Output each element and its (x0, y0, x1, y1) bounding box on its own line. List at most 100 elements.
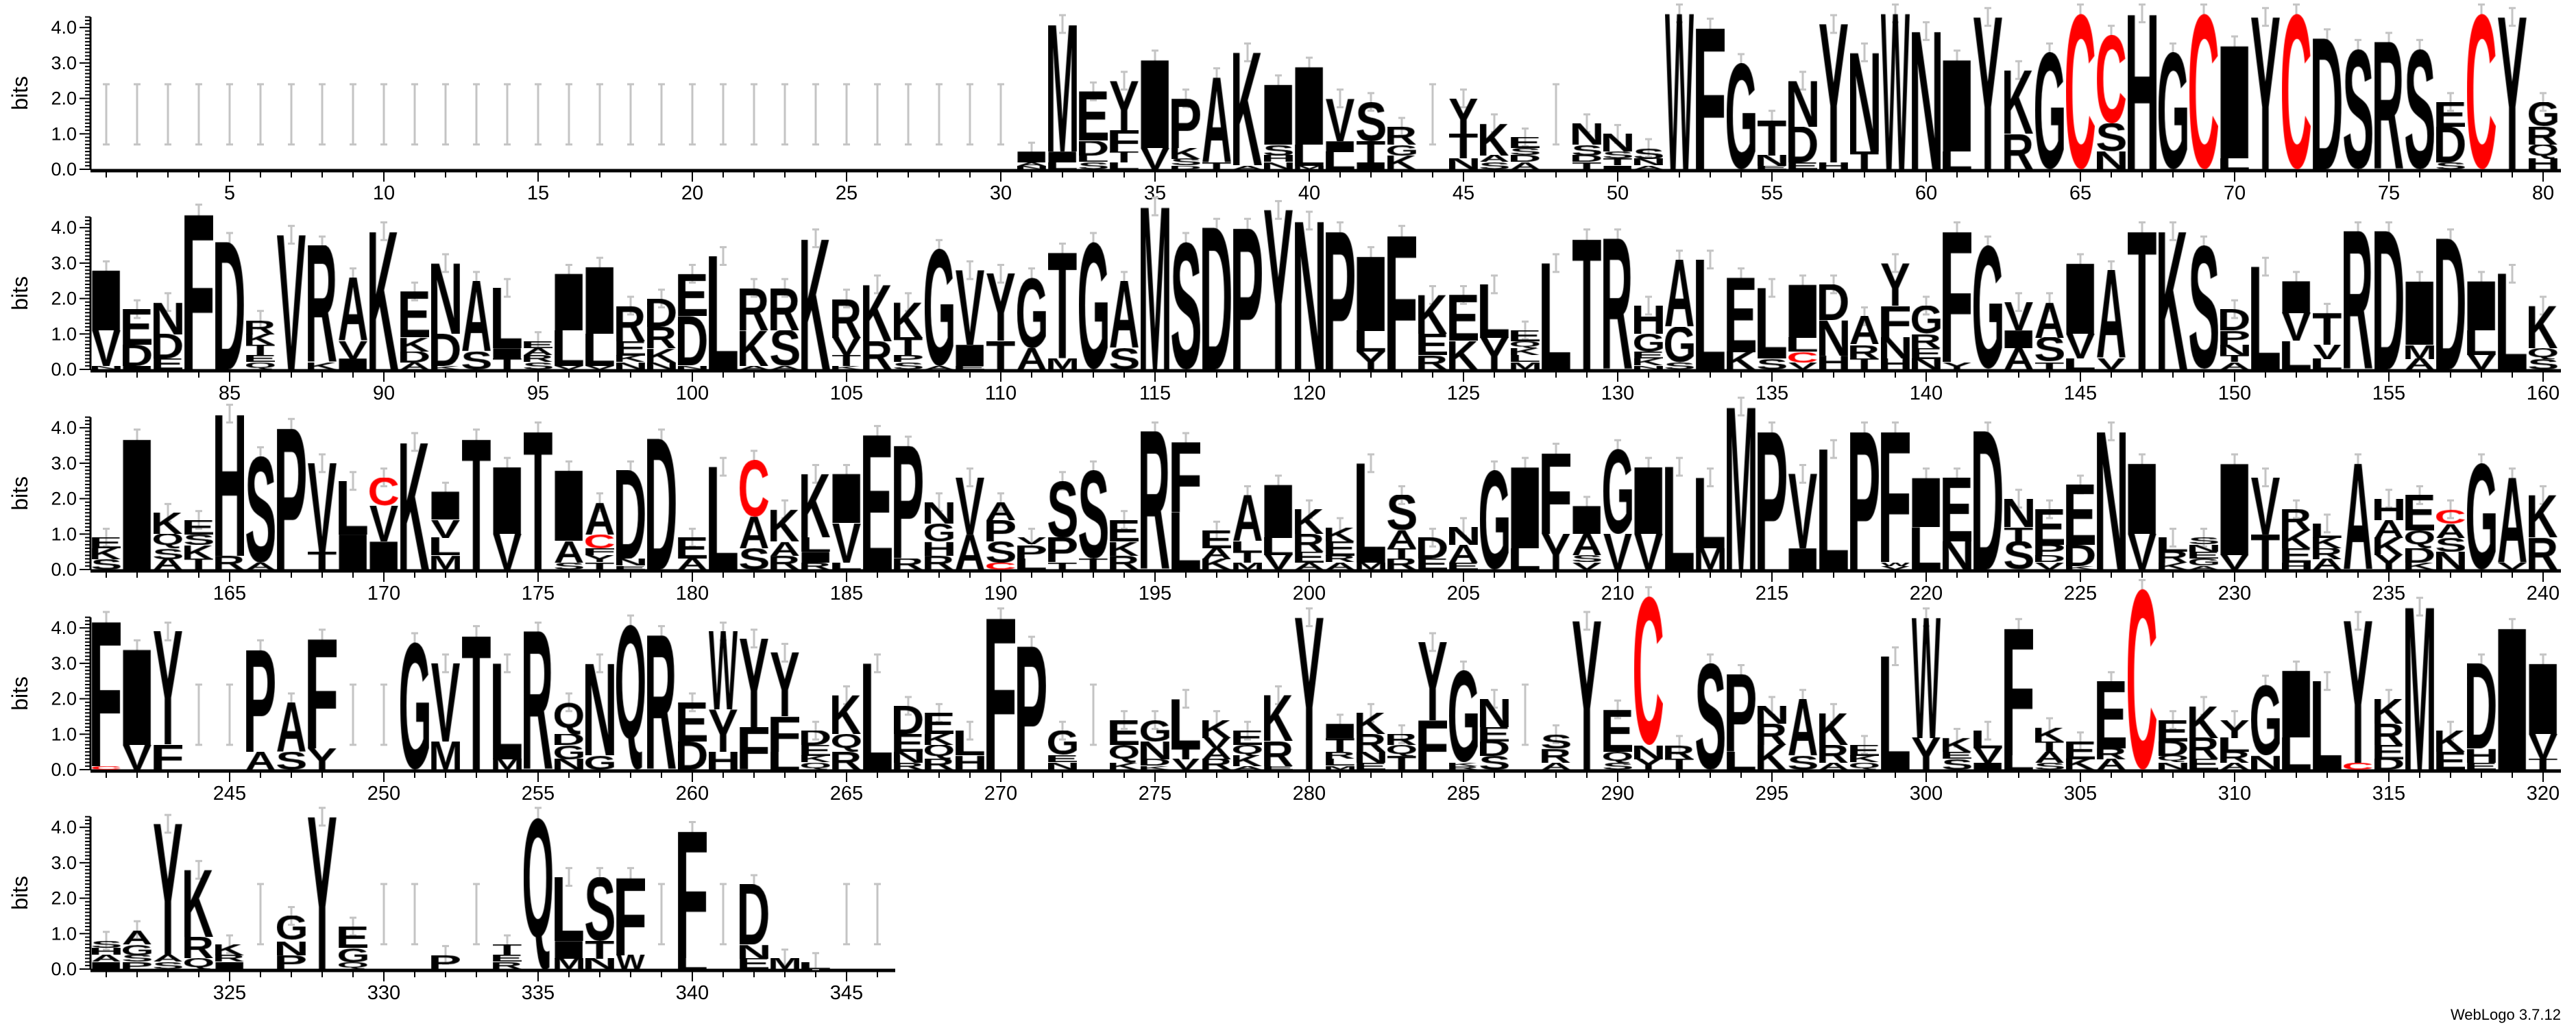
logo-letter-E (1511, 137, 1540, 149)
logo-letter-R (1202, 759, 1231, 770)
x-tick-label: 140 (1910, 382, 1943, 404)
logo-letter-R (894, 762, 923, 770)
x-tick-label: 95 (527, 382, 549, 404)
logo-letter-P (1727, 674, 1755, 752)
logo-letter-S (277, 752, 306, 770)
y-tick-label: 2.0 (51, 888, 77, 909)
logo-letter-S (2436, 537, 2465, 552)
logo-letter-D (1202, 228, 1231, 370)
logo-letter-L (2313, 681, 2342, 770)
y-tick-label: 1.0 (51, 123, 77, 144)
logo-letter-R (524, 631, 552, 770)
logo-letter-K (184, 870, 213, 938)
logo-letter-K (2282, 530, 2311, 549)
logo-letter-W (1881, 13, 1910, 169)
logo-letter-R (832, 752, 861, 770)
logo-letter-T (2251, 534, 2280, 570)
logo-letter-E (740, 958, 768, 970)
logo-letter-P (1850, 431, 1879, 570)
logo-letter-D (740, 883, 768, 944)
y-tick-label: 0.0 (51, 159, 77, 180)
logo-letter-A (277, 702, 306, 752)
logo-letter-L (1727, 752, 1755, 770)
logo-letter-N (1449, 526, 1478, 545)
logo-letter-A (1233, 165, 1262, 169)
logo-letter-K (2405, 562, 2434, 570)
logo-letter-L (801, 537, 830, 552)
logo-letter-I (2498, 628, 2527, 770)
logo-letter-F (1387, 234, 1416, 369)
logo-letter-R (925, 555, 953, 570)
logo-letter-P (431, 955, 460, 970)
logo-letter-R (1758, 723, 1786, 745)
logo-letter-D (431, 334, 460, 367)
logo-letter-W (1881, 562, 1910, 566)
logo-letter-K (863, 284, 892, 341)
logo-letter-M (1511, 362, 1540, 369)
logo-letter-N (1850, 52, 1879, 152)
logo-letter-E (2066, 484, 2095, 545)
logo-letter-A (2374, 519, 2403, 538)
logo-letter-R (184, 937, 213, 959)
logo-letter-T (462, 438, 491, 570)
logo-letter-I (555, 470, 583, 541)
logo-letter-R (2313, 548, 2342, 559)
logo-letter-G (123, 944, 151, 955)
y-tick-label: 1.0 (51, 323, 77, 344)
logo-letter-K (2189, 705, 2218, 738)
logo-letter-S (123, 955, 151, 962)
logo-letter-V (1634, 534, 1663, 570)
logo-letter-N (1881, 337, 1910, 359)
logo-letter-W (616, 955, 645, 970)
logo-letter-E (493, 955, 522, 962)
logo-letter-I (1943, 59, 1971, 151)
logo-letter-N (1819, 319, 1848, 356)
logo-letter-E (1048, 755, 1077, 763)
logo-letter-D (2467, 663, 2496, 748)
logo-letter-Q (555, 702, 583, 735)
logo-letter-V (555, 365, 583, 369)
logo-letter-D (2374, 759, 2403, 770)
logo-letter-K (2374, 698, 2403, 724)
logo-letter-S (2035, 337, 2064, 363)
logo-letter-L (493, 663, 522, 759)
x-tick-label: 130 (1601, 382, 1634, 404)
logo-letter-I (1572, 505, 1601, 534)
logo-letter-V (2529, 734, 2557, 759)
logo-letter-V (1973, 748, 2002, 763)
logo-letter-N (1634, 158, 1663, 166)
logo-letter-T (1048, 252, 1077, 359)
logo-letter-M (1141, 206, 1169, 370)
logo-letter-S (1542, 734, 1570, 749)
logo-letter-P (986, 519, 1015, 541)
logo-letter-Y (2220, 720, 2249, 738)
logo-letter-S (1048, 480, 1077, 538)
logo-letter-T (1665, 759, 1694, 770)
logo-letter-I (555, 273, 583, 331)
logo-letter-A (2220, 762, 2249, 770)
logo-letter-R (2344, 231, 2372, 370)
logo-letter-M (1233, 562, 1262, 570)
logo-letter-Y (1912, 737, 1941, 770)
logo-letter-K (616, 355, 645, 363)
logo-letter-I (215, 962, 244, 969)
x-tick-label: 345 (830, 982, 863, 1004)
logo-letter-R (1141, 431, 1169, 570)
y-tick-label: 2.0 (51, 289, 77, 309)
logo-letter-S (2344, 49, 2372, 170)
logo-letter-A (1202, 548, 1231, 559)
logo-letter-S (1696, 663, 1725, 770)
logo-letter-Y (2251, 16, 2280, 169)
y-tick-label: 2.0 (51, 88, 77, 109)
logo-letter-D (2159, 741, 2187, 756)
logo-letter-E (92, 537, 121, 549)
logo-letter-N (1048, 762, 1077, 770)
logo-letter-L (1357, 330, 1385, 352)
logo-letter-L (1511, 355, 1540, 363)
x-tick-label: 30 (990, 182, 1012, 204)
logo-letter-V (2220, 555, 2249, 570)
logo-letter-R (215, 555, 244, 570)
logo-letter-L (585, 334, 614, 367)
x-tick-label: 330 (367, 982, 400, 1004)
logo-letter-D (1788, 126, 1817, 162)
